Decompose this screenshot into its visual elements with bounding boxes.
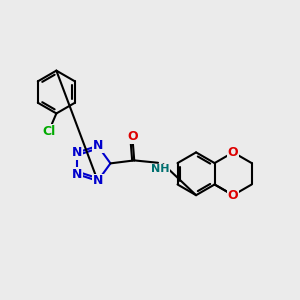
Text: O: O: [228, 189, 238, 202]
Text: N: N: [92, 139, 103, 152]
Text: NH: NH: [151, 164, 170, 174]
Text: O: O: [128, 130, 138, 143]
Text: N: N: [72, 146, 82, 159]
Text: O: O: [228, 146, 238, 159]
Text: Cl: Cl: [42, 125, 56, 138]
Text: N: N: [92, 174, 103, 188]
Text: N: N: [72, 168, 82, 181]
